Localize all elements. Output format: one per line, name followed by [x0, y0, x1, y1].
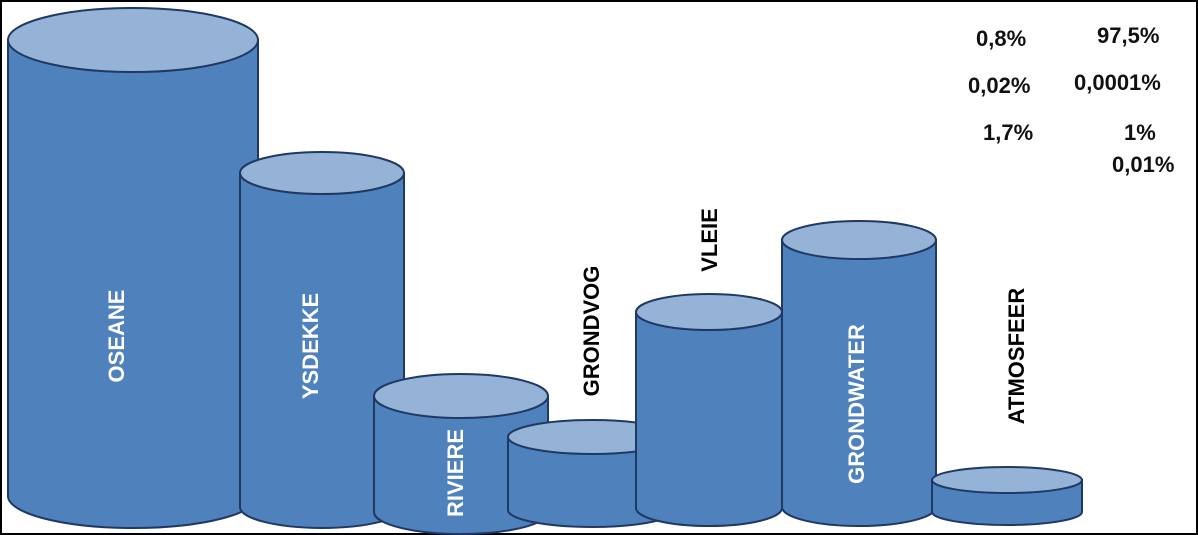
cylinder-label-grondvog: GRONDVOG — [579, 266, 604, 397]
percentage-1: 1% — [1124, 120, 1156, 145]
cylinder-label-oseane: OSEANE — [104, 290, 129, 383]
cylinder-riviere: RIVIERE — [373, 373, 549, 535]
percentage-0-0001: 0,0001% — [1074, 70, 1161, 95]
cylinder-label-atmosfeer: ATMOSFEER — [1004, 288, 1029, 425]
cylinder-grondvog: GRONDVOG — [507, 266, 677, 528]
cylinder-label-riviere: RIVIERE — [443, 429, 468, 517]
cylinder-vleie: VLEIE — [635, 208, 783, 527]
cylinder-grondwater: GRONDWATER — [781, 220, 937, 527]
cylinder-label-grondwater: GRONDWATER — [844, 324, 869, 484]
cylinder-atmosfeer: ATMOSFEER — [931, 288, 1083, 526]
cylinder-label-vleie: VLEIE — [697, 208, 722, 272]
cylinder-label-ysdekke: YSDEKKE — [298, 293, 323, 399]
percentage-0-01: 0,01% — [1112, 152, 1175, 177]
percentage-0-02: 0,02% — [968, 73, 1031, 98]
percentage-0-8: 0,8% — [976, 26, 1027, 51]
cylinder-oseane: OSEANE — [7, 7, 259, 529]
percentage-1-7: 1,7% — [983, 120, 1034, 145]
cylinder-ysdekke: YSDEKKE — [239, 151, 405, 529]
percentage-97-5: 97,5% — [1097, 23, 1160, 48]
